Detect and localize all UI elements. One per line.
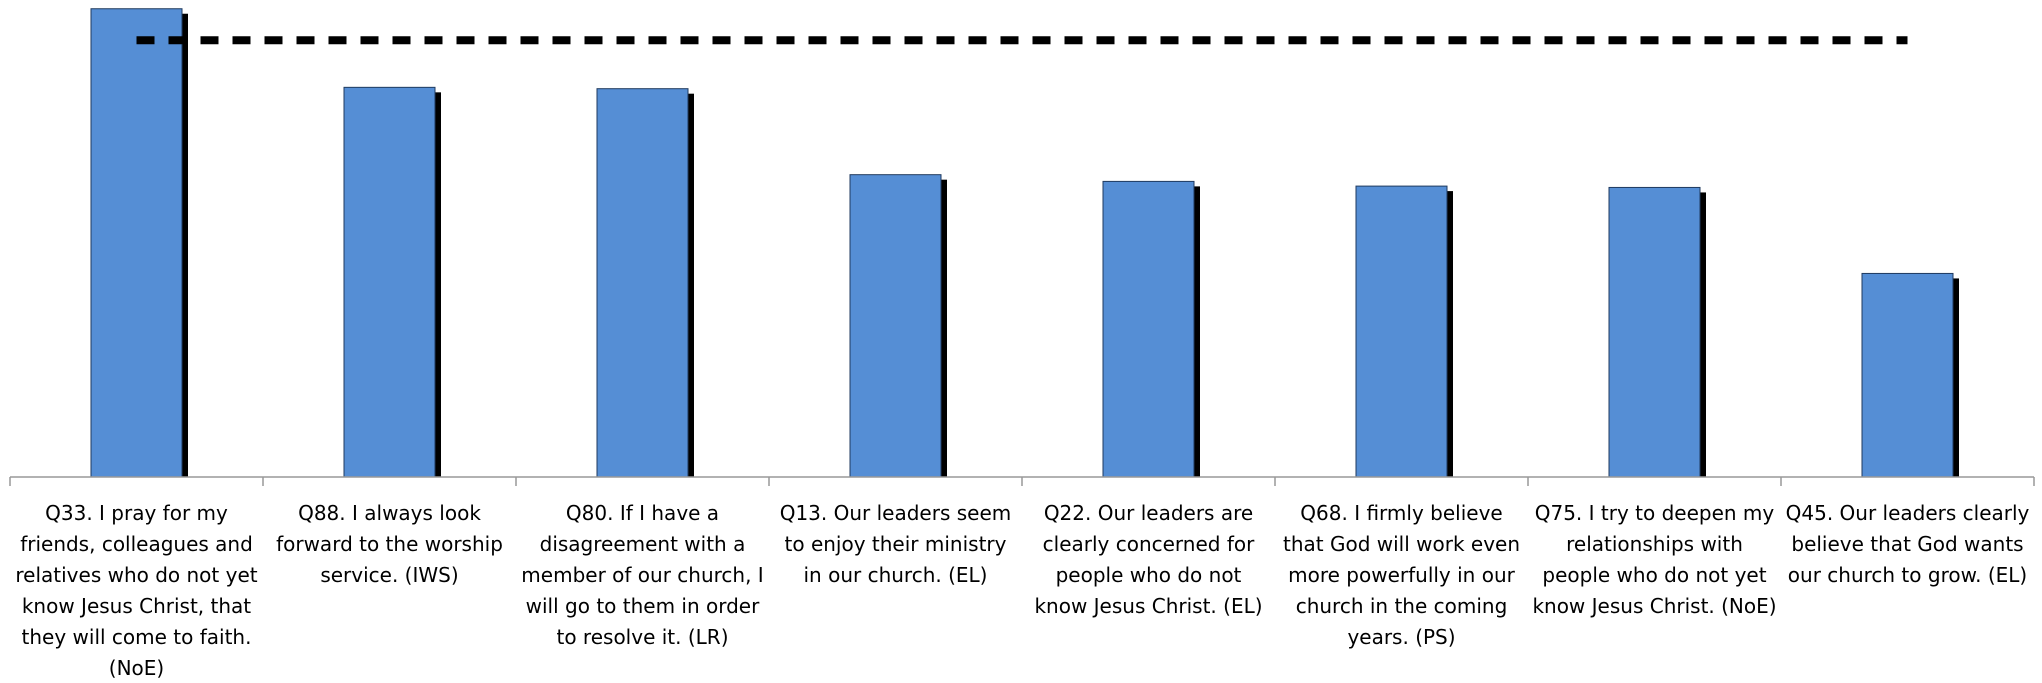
bar [1102, 180, 1195, 478]
x-tick-label: Q88. I always look forward to the worshi… [276, 501, 503, 587]
x-tick-label: Q80. If I have a disagreement with a mem… [521, 501, 764, 649]
bar [90, 8, 183, 478]
x-tick-label: Q75. I try to deepen my relationships wi… [1532, 501, 1777, 618]
x-tick-label: Q68. I firmly believe that God will work… [1282, 501, 1521, 649]
x-tick-label: Q33. I pray for my friends, colleagues a… [15, 501, 258, 680]
x-tick-label: Q22. Our leaders are clearly concerned f… [1034, 501, 1263, 618]
bar [849, 174, 942, 478]
x-tick-label: Q13. Our leaders seem to enjoy their min… [779, 501, 1012, 587]
bar [1861, 272, 1954, 478]
bar [343, 86, 436, 478]
bar [1355, 185, 1448, 478]
x-tick-label: Q45. Our leaders clearly believe that Go… [1785, 501, 2030, 587]
bar [1608, 186, 1701, 478]
bar [596, 88, 689, 478]
